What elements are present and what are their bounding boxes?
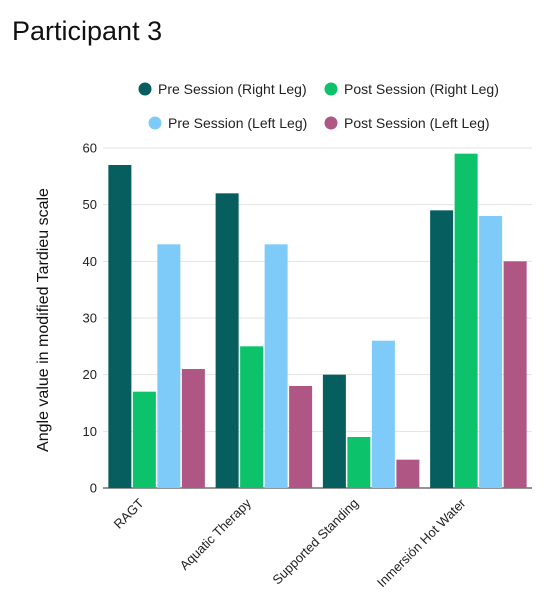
bar-3-4 <box>479 216 503 488</box>
bar-2-3 <box>347 437 371 488</box>
legend: Pre Session (Right Leg) Post Session (Rig… <box>138 81 499 131</box>
bar-3-1 <box>157 244 181 488</box>
legend-label: Pre Session (Right Leg) <box>158 81 307 97</box>
y-tick-label: 20 <box>83 367 97 382</box>
x-tick-label: RAGT <box>111 495 147 531</box>
x-axis-categories: RAGT Aquatic Therapy Supported Standing Inm… <box>111 495 469 590</box>
bar-4-4 <box>503 261 527 488</box>
bar-2-4 <box>454 153 478 488</box>
y-tick-label: 10 <box>83 424 97 439</box>
bar-4-1 <box>181 369 205 488</box>
bars <box>108 153 527 489</box>
bar-4-3 <box>396 459 420 488</box>
bar-3-2 <box>264 244 288 488</box>
legend-swatch <box>138 82 152 96</box>
bar-1-3 <box>322 374 346 488</box>
y-axis-title: Angle value in modified Tardieu scale <box>35 188 52 452</box>
legend-label: Post Session (Left Leg) <box>344 115 490 131</box>
legend-swatch <box>324 116 338 130</box>
bar-4-2 <box>289 386 313 488</box>
y-axis-ticks: 0 10 20 30 40 50 60 <box>83 141 97 496</box>
x-tick-label: Aquatic Therapy <box>177 495 255 573</box>
y-tick-label: 60 <box>83 141 97 156</box>
bar-3-3 <box>371 340 395 488</box>
y-tick-label: 0 <box>90 481 97 496</box>
legend-swatch <box>148 116 162 130</box>
y-tick-label: 30 <box>83 311 97 326</box>
legend-label: Post Session (Right Leg) <box>344 81 499 97</box>
bar-2-2 <box>240 346 264 488</box>
bar-2-1 <box>132 391 156 488</box>
y-tick-label: 50 <box>83 197 97 212</box>
legend-swatch <box>324 82 338 96</box>
x-tick-label: Supported Standing <box>269 496 361 588</box>
bar-1-1 <box>108 165 132 488</box>
x-tick-label: Inmersión Hot Water <box>374 495 469 590</box>
y-tick-label: 40 <box>83 254 97 269</box>
bar-1-4 <box>430 210 454 489</box>
chart-title: Participant 3 <box>12 16 162 46</box>
bar-1-2 <box>215 193 239 489</box>
legend-label: Pre Session (Left Leg) <box>168 115 307 131</box>
